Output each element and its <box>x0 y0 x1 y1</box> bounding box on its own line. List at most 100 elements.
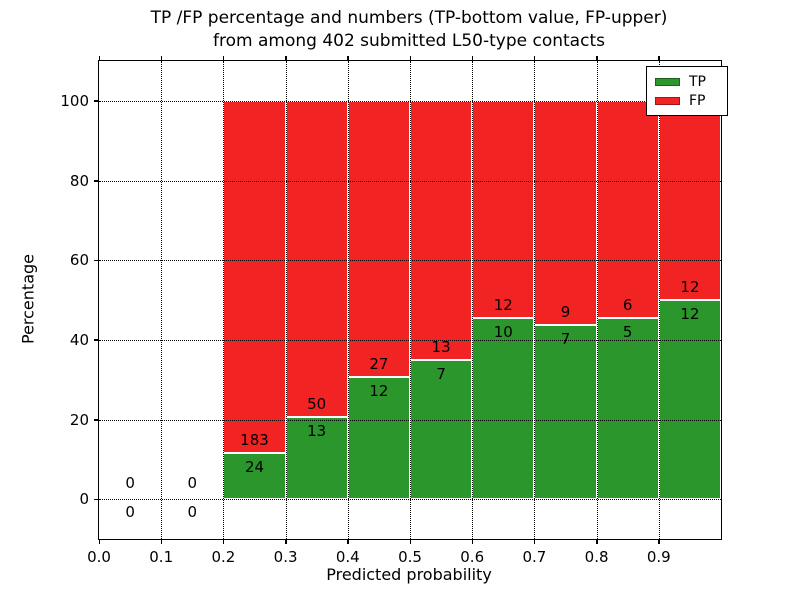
bar-segment-tp <box>410 359 473 500</box>
legend-label: FP <box>689 92 706 109</box>
gridline-v <box>161 61 163 539</box>
x-tick-label: 0.5 <box>398 548 422 566</box>
bar-segment-tp <box>347 376 410 500</box>
x-tick <box>160 539 163 544</box>
bar-segment-fp <box>658 100 721 300</box>
x-tick-top <box>98 56 100 61</box>
bar-count-tp: 13 <box>307 421 327 440</box>
y-tick-label: 40 <box>69 330 89 349</box>
bar-count-fp: 12 <box>493 296 513 315</box>
legend: TP FP <box>646 66 728 116</box>
y-tick <box>94 180 99 182</box>
bar-count-tp: 5 <box>622 323 633 342</box>
y-tick <box>94 498 99 501</box>
chart-title-line2: from among 402 submitted L50-type contac… <box>213 31 605 51</box>
x-tick-label: 0.1 <box>149 548 174 566</box>
x-tick-label: 0.0 <box>87 548 111 566</box>
x-tick <box>658 539 660 544</box>
gridline-v <box>223 61 225 539</box>
bar-count-tp: 7 <box>560 329 571 348</box>
x-tick-label: 0.7 <box>522 548 547 566</box>
y-tick <box>94 100 99 102</box>
bar-count-tp: 0 <box>125 503 135 522</box>
x-tick-label: 0.8 <box>584 548 609 566</box>
gridline-v <box>658 61 660 539</box>
x-tick-label: 0.2 <box>211 548 236 566</box>
legend-row: FP <box>655 91 719 110</box>
bar-count-tp: 0 <box>187 503 198 522</box>
bar-count-fp: 0 <box>125 474 135 493</box>
bar-count-fp: 50 <box>307 394 327 413</box>
y-tick <box>94 339 99 341</box>
bar-count-tp: 12 <box>680 305 700 323</box>
bar-segment-fp <box>534 100 597 325</box>
x-tick-top <box>658 56 660 61</box>
x-tick-top <box>409 56 411 61</box>
y-tick-label: 80 <box>69 171 89 190</box>
bar-segment-fp <box>223 100 286 453</box>
bar-segment-fp <box>410 100 473 360</box>
x-axis-label: Predicted probability <box>326 565 492 584</box>
x-tick-label: 0.9 <box>646 548 671 566</box>
gridline-v <box>534 61 536 539</box>
bar-segment-fp <box>596 100 659 319</box>
x-tick-top <box>160 56 163 61</box>
x-tick-top <box>533 56 536 61</box>
bar-count-tp: 10 <box>493 323 513 342</box>
bar-segment-tp <box>596 318 659 500</box>
bar-segment-fp <box>347 100 410 377</box>
bar-segment-tp <box>223 452 286 500</box>
bar-segment-tp <box>534 324 597 500</box>
bar-count-fp: 183 <box>240 430 269 449</box>
y-axis-label: Percentage <box>18 253 38 345</box>
x-tick <box>347 539 349 544</box>
legend-swatch-tp <box>655 77 680 86</box>
x-tick <box>285 539 287 544</box>
bar-count-fp: 9 <box>560 302 571 321</box>
x-tick-top <box>471 56 474 61</box>
x-tick <box>596 539 598 544</box>
legend-swatch-fp <box>655 96 680 105</box>
bar-segment-fp <box>472 100 535 319</box>
y-tick <box>94 259 99 262</box>
chart-title: TP /FP percentage and numbers (TP-bottom… <box>98 7 720 53</box>
chart-title-line1: TP /FP percentage and numbers (TP-bottom… <box>150 8 668 28</box>
bar-segment-tp <box>658 300 721 500</box>
bar-count-fp: 27 <box>369 354 389 373</box>
gridline-v <box>472 61 474 539</box>
bar-count-fp: 6 <box>622 296 633 315</box>
x-tick <box>471 539 474 544</box>
gridline-v <box>410 61 411 539</box>
bar-count-tp: 7 <box>436 364 446 383</box>
bar-count-tp: 12 <box>369 381 389 400</box>
x-tick-label: 0.6 <box>460 548 485 566</box>
y-tick-label: 100 <box>60 91 89 110</box>
gridline-v <box>285 61 287 539</box>
x-tick <box>533 539 536 544</box>
y-tick-label: 0 <box>79 490 89 509</box>
bar-segment-fp <box>285 100 348 417</box>
y-tick-label: 20 <box>69 410 89 429</box>
y-tick <box>94 419 99 421</box>
bar-segment-tp <box>472 318 535 500</box>
x-tick <box>222 539 225 544</box>
plot-canvas: 0 20 40 60 80 100 0 0 0 0 183 24 50 13 27 12 13 7 12 10 9 7 6 5… <box>60 56 721 566</box>
x-tick-top <box>347 56 349 61</box>
x-tick-label: 0.3 <box>273 548 298 566</box>
x-tick <box>409 539 411 544</box>
gridline-v <box>596 61 598 539</box>
bar-count-tp: 24 <box>244 457 265 476</box>
bar-segment-tp <box>285 416 348 500</box>
y-tick-label: 60 <box>69 251 89 270</box>
legend-label: TP <box>689 73 706 90</box>
x-tick-label: 0.4 <box>335 548 360 566</box>
x-tick-top <box>596 56 598 61</box>
gridline-v <box>347 61 349 539</box>
x-tick <box>98 539 100 544</box>
bar-count-fp: 12 <box>680 278 700 296</box>
legend-row: TP <box>655 72 719 91</box>
bar-count-fp: 0 <box>187 474 198 493</box>
x-tick-top <box>285 56 287 61</box>
x-tick-top <box>222 56 225 61</box>
